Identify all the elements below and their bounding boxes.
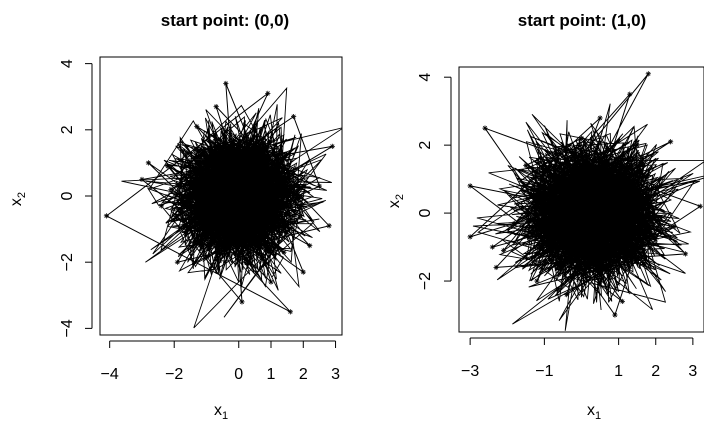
series-line xyxy=(469,73,702,317)
data-point xyxy=(682,251,689,257)
data-point xyxy=(534,278,540,284)
data-point xyxy=(578,135,585,141)
data-point xyxy=(627,91,633,97)
data-point xyxy=(300,269,306,275)
x-axis-label: x1 xyxy=(214,402,228,422)
y-axis-label: x2 xyxy=(8,192,28,206)
data-point xyxy=(523,162,529,169)
data-point xyxy=(656,176,663,182)
data-point xyxy=(268,279,274,285)
data-point xyxy=(329,143,335,149)
y-axis: −2 0 2 4 xyxy=(417,73,452,290)
data-point xyxy=(220,226,226,232)
x-axis: −3 −1 1 2 3 xyxy=(461,337,697,380)
y-tick-label: 2 xyxy=(417,141,434,150)
y-tick-label: −2 xyxy=(59,253,76,271)
data-point xyxy=(597,115,603,121)
y-tick-label: 0 xyxy=(59,191,76,200)
data-point xyxy=(549,196,555,203)
data-point xyxy=(556,271,562,277)
data-point xyxy=(604,145,611,152)
data-point xyxy=(493,264,499,271)
data-point xyxy=(203,219,210,226)
data-point xyxy=(158,203,164,209)
data-point xyxy=(467,234,473,240)
data-point xyxy=(645,71,651,77)
data-point xyxy=(638,237,644,243)
x-tick-label: 1 xyxy=(267,366,276,383)
data-point xyxy=(197,239,203,245)
data-point xyxy=(512,220,518,226)
y-tick-label: 4 xyxy=(417,73,434,82)
x-axis-label: x1 xyxy=(587,402,601,422)
data-point xyxy=(287,309,293,315)
x-tick-label: −1 xyxy=(535,363,553,380)
data-point xyxy=(252,133,258,140)
x-axis: −4 −2 0 1 2 3 xyxy=(101,340,340,383)
data-point xyxy=(165,163,171,169)
data-point xyxy=(326,223,332,229)
y-axis: −4 −2 0 2 4 xyxy=(59,59,93,338)
x-tick-label: 3 xyxy=(331,366,340,383)
data-point xyxy=(586,166,592,172)
data-point xyxy=(281,249,287,255)
data-point xyxy=(697,203,703,209)
data-point xyxy=(265,90,271,97)
data-point xyxy=(245,259,252,265)
y-tick-label: −4 xyxy=(59,319,76,337)
data-point xyxy=(168,186,174,192)
data-point xyxy=(103,213,110,219)
x-tick-label: 0 xyxy=(234,366,243,383)
data-point xyxy=(139,176,145,183)
data-point xyxy=(612,312,618,318)
chart-title: start point: (0,0) xyxy=(161,11,289,30)
y-axis-label: x2 xyxy=(386,194,406,208)
data-point xyxy=(316,183,323,189)
data-point xyxy=(236,193,242,199)
y-tick-label: 0 xyxy=(417,209,434,218)
y-tick-label: −2 xyxy=(417,272,434,290)
data-point xyxy=(590,217,596,223)
x-tick-label: 3 xyxy=(688,363,697,380)
plot-area xyxy=(467,71,704,331)
data-point xyxy=(667,139,674,145)
plot-frame xyxy=(99,56,343,336)
data-point xyxy=(482,125,488,131)
data-point xyxy=(184,150,190,156)
data-point xyxy=(239,299,245,305)
data-point xyxy=(489,244,496,250)
data-point xyxy=(671,224,677,230)
plot-area xyxy=(103,80,342,329)
data-point xyxy=(467,183,473,189)
x-tick-label: 1 xyxy=(614,363,623,380)
data-point xyxy=(174,259,181,265)
data-point xyxy=(307,243,313,249)
trajectory-cloud xyxy=(472,103,704,331)
data-point xyxy=(291,113,297,120)
data-point xyxy=(194,123,200,130)
panel-start-1-0: start point: (1,0) −3 −1 1 2 3 −2 0 2 4 x1 x2 xyxy=(386,11,704,422)
data-point xyxy=(261,153,268,159)
data-point xyxy=(274,173,281,179)
data-point xyxy=(213,104,219,110)
x-tick-label: 2 xyxy=(299,366,308,383)
data-point xyxy=(619,298,625,305)
y-tick-label: 2 xyxy=(59,125,76,134)
x-tick-label: −2 xyxy=(165,366,183,383)
x-tick-label: −3 xyxy=(461,363,479,380)
chart-title: start point: (1,0) xyxy=(518,11,646,30)
data-point xyxy=(145,160,151,166)
x-tick-label: 2 xyxy=(651,363,660,380)
y-tick-label: 4 xyxy=(59,59,76,68)
plot-frame xyxy=(458,66,704,333)
data-point xyxy=(564,292,570,298)
panel-start-0-0: start point: (0,0) −4 −2 0 1 2 3 −4 −2 0 2 4 x1 x… xyxy=(8,11,343,422)
data-point xyxy=(616,210,622,216)
x-tick-label: −4 xyxy=(101,366,119,383)
data-point xyxy=(223,80,229,87)
data-point xyxy=(500,247,507,254)
data-point xyxy=(634,142,640,148)
